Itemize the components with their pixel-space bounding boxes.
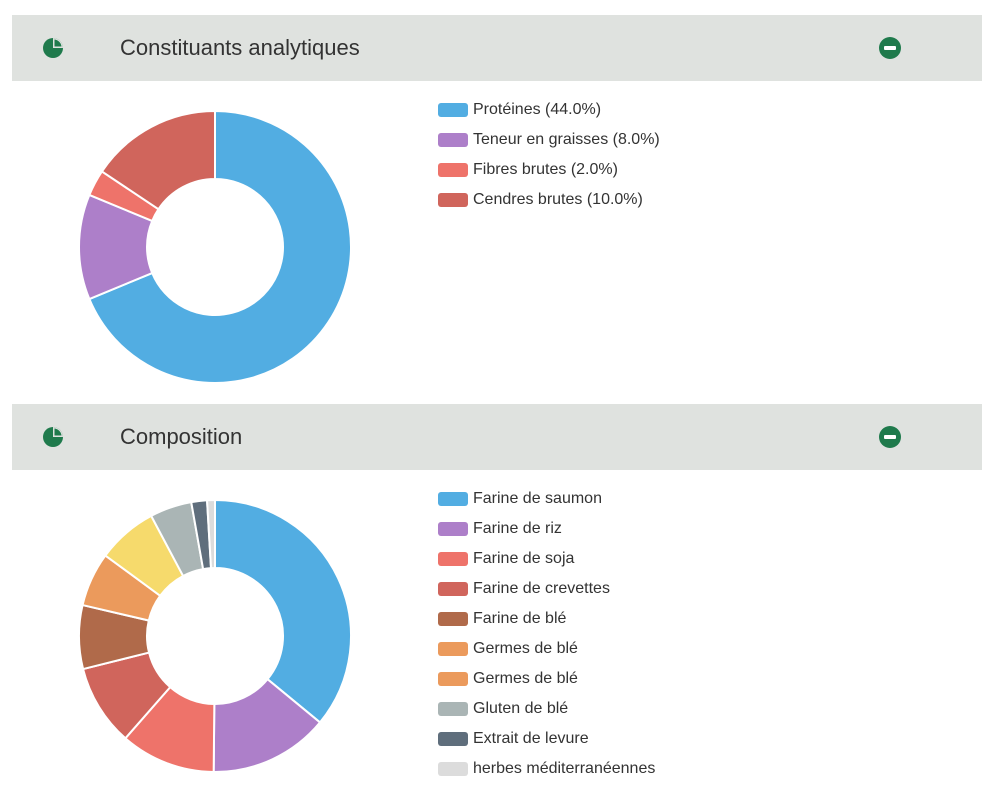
legend-item[interactable]: Cendres brutes (10.0%): [438, 185, 660, 215]
legend-item[interactable]: Germes de blé: [438, 634, 655, 664]
legend-swatch: [438, 492, 468, 506]
panel-header-constituants: Constituants analytiques: [12, 15, 982, 81]
legend-swatch: [438, 762, 468, 776]
legend-label: Cendres brutes (10.0%): [473, 191, 643, 208]
legend-label: Protéines (44.0%): [473, 101, 602, 118]
pie-chart-icon: [43, 427, 63, 447]
legend-label: Teneur en graisses (8.0%): [473, 131, 660, 148]
legend-composition: Farine de saumon Farine de riz Farine de s…: [438, 484, 655, 784]
slice-cendres-brutes-10-0-3: [100, 109, 216, 211]
legend-swatch: [438, 193, 468, 207]
legend-swatch: [438, 642, 468, 656]
legend-label: Farine de saumon: [473, 490, 602, 507]
legend-item[interactable]: Farine de crevettes: [438, 574, 655, 604]
legend-item[interactable]: herbes méditerranéennes: [438, 754, 655, 784]
legend-item[interactable]: Farine de soja: [438, 544, 655, 574]
legend-item[interactable]: Extrait de levure: [438, 724, 655, 754]
legend-label: Farine de riz: [473, 520, 562, 537]
legend-label: Farine de soja: [473, 550, 575, 567]
legend-label: Farine de crevettes: [473, 580, 610, 597]
legend-swatch: [438, 163, 468, 177]
legend-swatch: [438, 702, 468, 716]
legend-label: Germes de blé: [473, 640, 578, 657]
donut-chart-composition: [78, 498, 352, 774]
legend-swatch: [438, 103, 468, 117]
legend-swatch: [438, 582, 468, 596]
legend-label: Extrait de levure: [473, 730, 589, 747]
legend-swatch: [438, 672, 468, 686]
panel-header-composition: Composition: [12, 404, 982, 470]
legend-item[interactable]: Farine de saumon: [438, 484, 655, 514]
legend-item[interactable]: Germes de blé: [438, 664, 655, 694]
slice-proteines-44-0-0: [88, 109, 352, 384]
legend-swatch: [438, 522, 468, 536]
panel-title: Constituants analytiques: [120, 35, 360, 60]
legend-label: Farine de blé: [473, 610, 567, 627]
legend-item[interactable]: Protéines (44.0%): [438, 95, 660, 125]
legend-label: Fibres brutes (2.0%): [473, 161, 618, 178]
minus-circle-icon[interactable]: [879, 37, 901, 59]
legend-item[interactable]: Gluten de blé: [438, 694, 655, 724]
pie-chart-icon: [43, 38, 63, 58]
panel-title: Composition: [120, 424, 243, 449]
minus-circle-icon[interactable]: [879, 426, 901, 448]
legend-item[interactable]: Teneur en graisses (8.0%): [438, 125, 660, 155]
legend-label: Germes de blé: [473, 670, 578, 687]
legend-item[interactable]: Farine de riz: [438, 514, 655, 544]
donut-chart-constituants: [78, 109, 352, 384]
legend-swatch: [438, 732, 468, 746]
legend-constituants: Protéines (44.0%) Teneur en graisses (8.0…: [438, 95, 660, 215]
slice-herbes-mediterraneennes-9: [205, 498, 216, 570]
legend-label: Gluten de blé: [473, 700, 569, 717]
legend-label: herbes méditerranéennes: [473, 760, 656, 777]
legend-item[interactable]: Fibres brutes (2.0%): [438, 155, 660, 185]
legend-item[interactable]: Farine de blé: [438, 604, 655, 634]
legend-swatch: [438, 133, 468, 147]
legend-swatch: [438, 552, 468, 566]
slice-farine-de-saumon-0: [214, 498, 352, 724]
legend-swatch: [438, 612, 468, 626]
